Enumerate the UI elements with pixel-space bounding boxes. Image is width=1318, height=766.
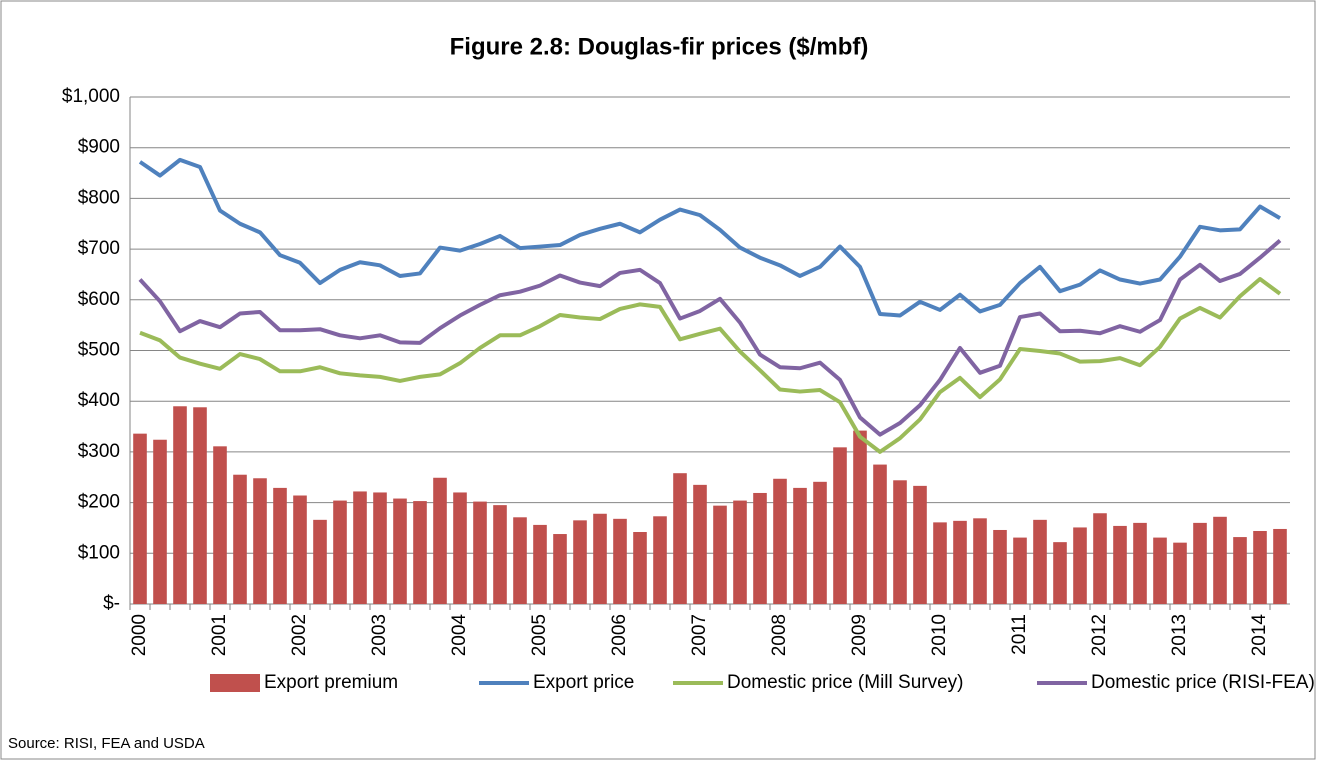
bar xyxy=(613,518,627,604)
bar xyxy=(1273,528,1287,604)
line xyxy=(138,157,1282,318)
bar xyxy=(193,407,207,604)
y-tick-label: $700 xyxy=(78,238,120,259)
chart-title: Figure 2.8: Douglas-fir prices ($/mbf) xyxy=(450,33,869,60)
y-tick-label: $100 xyxy=(78,542,120,563)
y-tick-label: $300 xyxy=(78,441,120,462)
x-tick-label: 2001 xyxy=(209,614,230,656)
bar xyxy=(953,520,967,604)
x-tick-label: 2005 xyxy=(529,614,550,656)
x-tick-label: 2002 xyxy=(289,614,310,656)
bar xyxy=(453,492,467,604)
y-tick-label: $900 xyxy=(78,137,120,158)
bar xyxy=(213,446,227,604)
bar xyxy=(1233,537,1247,604)
bar xyxy=(593,513,607,604)
bar xyxy=(653,516,667,604)
bar xyxy=(813,481,827,604)
legend-label: Domestic price (RISI-FEA) xyxy=(1091,672,1315,693)
bar xyxy=(1073,527,1087,604)
bar xyxy=(1173,542,1187,604)
bar xyxy=(773,478,787,604)
bar xyxy=(433,477,447,604)
source: Source: RISI, FEA and USDA xyxy=(8,735,205,752)
bar xyxy=(1253,530,1267,604)
bar xyxy=(1053,542,1067,604)
legend-label: Domestic price (Mill Survey) xyxy=(727,672,963,693)
legend-label: Export premium xyxy=(264,672,398,693)
x-tick-label: 2003 xyxy=(369,614,390,656)
bar xyxy=(753,492,767,604)
bar xyxy=(253,478,267,604)
bar xyxy=(973,518,987,604)
bar xyxy=(713,505,727,604)
bar xyxy=(573,520,587,604)
y-tick-label: $1,000 xyxy=(62,86,120,107)
bar xyxy=(893,480,907,604)
bar xyxy=(793,487,807,604)
bar xyxy=(393,498,407,604)
x-tick-label: 2004 xyxy=(449,614,470,657)
y-tick-label: $400 xyxy=(78,390,120,411)
x-tick-label: 2008 xyxy=(769,614,790,656)
bar xyxy=(1013,537,1027,604)
bar xyxy=(313,519,327,604)
bar xyxy=(933,522,947,604)
x-tick-label: 2009 xyxy=(849,614,870,656)
bar xyxy=(153,439,167,604)
y-tick-label: $200 xyxy=(78,492,120,513)
legend-label: Export price xyxy=(533,672,634,693)
bar xyxy=(413,501,427,604)
bar xyxy=(133,433,147,604)
x-tick-label: 2012 xyxy=(1089,614,1110,656)
x-tick-label: 2006 xyxy=(609,614,630,656)
bar xyxy=(1193,522,1207,604)
bar xyxy=(353,491,367,604)
y-tick-label: $500 xyxy=(78,340,120,361)
bar xyxy=(273,487,287,604)
bar xyxy=(233,474,247,604)
bar xyxy=(993,529,1007,604)
legend-swatch xyxy=(210,674,260,692)
x-tick-label: 2000 xyxy=(129,614,150,656)
bar xyxy=(1133,522,1147,604)
x-tick-label: 2014 xyxy=(1249,614,1270,657)
bar xyxy=(513,517,527,604)
bar xyxy=(853,430,867,604)
line xyxy=(139,277,1282,454)
bar xyxy=(1113,525,1127,604)
bar xyxy=(293,495,307,604)
bar xyxy=(673,473,687,604)
bar xyxy=(1093,513,1107,604)
bar xyxy=(473,501,487,604)
y-tick-label: $600 xyxy=(78,289,120,310)
y-tick-label: $800 xyxy=(78,187,120,208)
x-tick-label: 2013 xyxy=(1169,614,1190,656)
bar xyxy=(833,447,847,604)
bar xyxy=(1153,537,1167,604)
y-tick-label: $- xyxy=(103,593,120,614)
x-tick-label: 2007 xyxy=(689,614,710,656)
bar xyxy=(533,524,547,604)
bar xyxy=(553,534,567,604)
bar xyxy=(913,485,927,604)
bar xyxy=(493,505,507,604)
bar xyxy=(693,484,707,604)
bar xyxy=(1033,519,1047,604)
bar xyxy=(1213,516,1227,604)
x-tick-label: 2010 xyxy=(929,614,950,656)
bar xyxy=(873,464,887,604)
bar xyxy=(633,532,647,604)
bar xyxy=(333,500,347,604)
x-tick-label: 2011 xyxy=(1009,614,1030,655)
bar xyxy=(173,406,187,604)
line xyxy=(138,238,1282,437)
bar xyxy=(733,500,747,604)
bar xyxy=(373,492,387,604)
